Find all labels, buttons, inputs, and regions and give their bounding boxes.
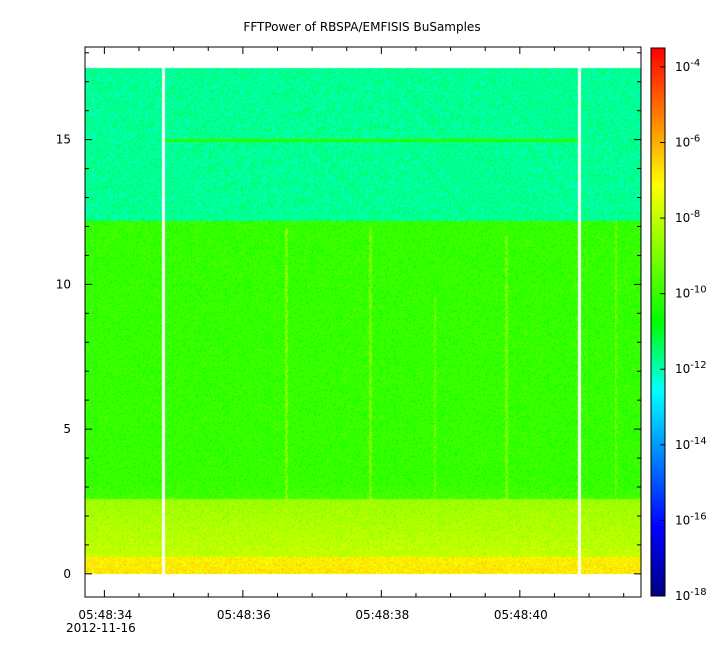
plot-frame <box>84 46 642 598</box>
y-axis: 0 5 10 15 <box>56 52 641 581</box>
y-tick-label: 5 <box>63 422 71 436</box>
colorbar-tick-label: 10-8 <box>675 209 700 225</box>
colorbar-tick-label: 10-18 <box>675 587 707 603</box>
colorbar-tick-label: 10-14 <box>675 436 707 452</box>
colorbar-gradient <box>651 48 665 596</box>
colorbar-tick-label: 10-4 <box>675 58 700 74</box>
y-tick-label: 0 <box>63 567 71 581</box>
y-tick-label: 15 <box>56 133 71 147</box>
colorbar-ticks: 10-4 10-6 10-8 10-10 10-12 10-14 10-16 10-18 <box>660 58 707 603</box>
plot-area <box>84 46 642 598</box>
y-tick-label: 10 <box>56 277 71 291</box>
colorbar-frame <box>650 47 666 597</box>
spectrogram-image <box>85 47 641 597</box>
colorbar-tick-label: 10-10 <box>675 285 707 301</box>
colorbar: 10-4 10-6 10-8 10-10 10-12 10-14 10-16 10-18 <box>650 47 707 603</box>
colorbar-tick-label: 10-6 <box>675 133 700 149</box>
x-tick-date-label: 2012-11-16 <box>66 621 136 635</box>
chart-title: FFTPower of RBSPA/EMFISIS BuSamples <box>243 20 480 34</box>
x-axis: 05:48:34 05:48:36 05:48:38 05:48:40 <box>78 47 625 622</box>
x-tick-label: 05:48:40 <box>494 608 548 622</box>
x-tick-label: 05:48:34 <box>78 608 132 622</box>
x-tick-label: 05:48:38 <box>355 608 409 622</box>
colorbar-tick-label: 10-12 <box>675 360 707 376</box>
x-tick-label: 05:48:36 <box>217 608 271 622</box>
colorbar-tick-label: 10-16 <box>675 511 707 527</box>
